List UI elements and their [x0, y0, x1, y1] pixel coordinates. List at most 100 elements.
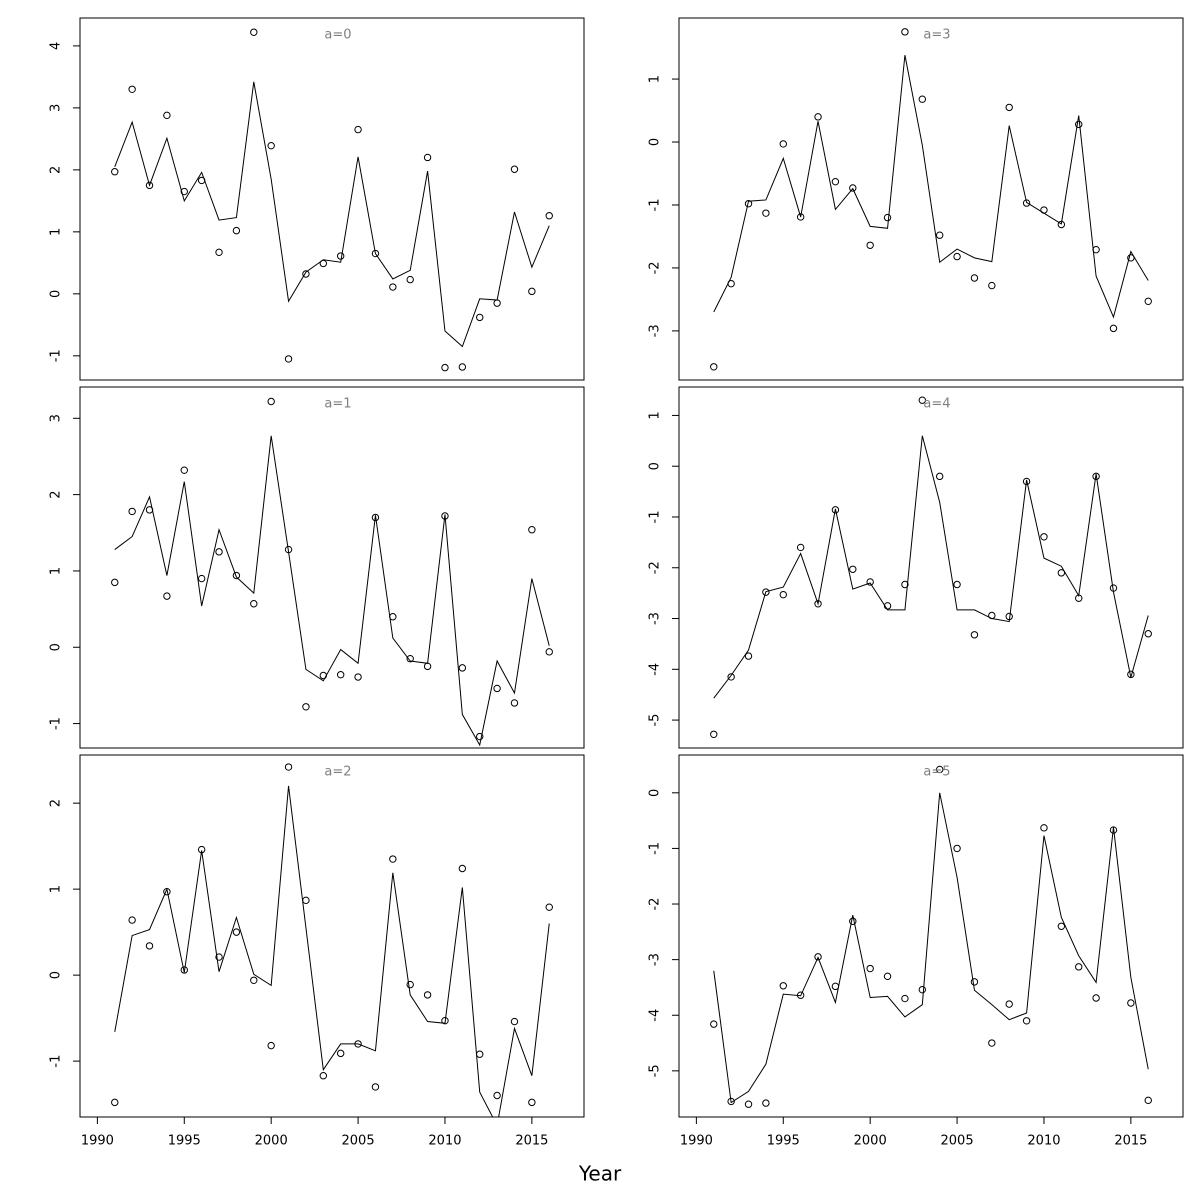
point — [1005, 103, 1013, 112]
point — [901, 994, 909, 1003]
point — [336, 252, 345, 260]
point — [493, 684, 501, 693]
point — [250, 600, 258, 608]
point — [545, 648, 553, 656]
point — [988, 611, 996, 620]
x-tick-label: 1995 — [767, 1134, 800, 1149]
point — [215, 248, 223, 257]
fit-line — [713, 435, 1149, 699]
point — [831, 982, 840, 991]
y-tick-label: -1 — [648, 198, 663, 211]
point — [918, 985, 927, 994]
y-tick-label: -5 — [648, 714, 663, 727]
plot-frame — [79, 386, 585, 749]
point — [128, 85, 136, 93]
point — [1040, 533, 1048, 541]
x-tick-label: 2000 — [854, 1134, 887, 1149]
point — [284, 763, 293, 771]
point — [389, 283, 397, 291]
point — [250, 976, 258, 984]
point — [423, 662, 432, 671]
point — [727, 279, 735, 288]
point — [232, 226, 241, 235]
x-axis-label: Year — [578, 1162, 622, 1186]
point — [354, 673, 362, 681]
point — [441, 1016, 449, 1025]
point — [1144, 630, 1152, 638]
point — [1127, 670, 1135, 679]
point — [1022, 477, 1031, 486]
x-tick-label: 2000 — [255, 1134, 288, 1149]
point — [953, 844, 961, 853]
point — [354, 125, 362, 134]
x-tick-label: 1995 — [168, 1134, 201, 1149]
y-tick-label: -2 — [648, 561, 663, 574]
point — [371, 513, 380, 522]
point — [163, 592, 171, 600]
x-tick-label: 2010 — [428, 1134, 461, 1149]
point — [988, 1039, 996, 1047]
point — [510, 699, 519, 707]
point — [371, 1083, 380, 1091]
plot-area — [111, 397, 553, 747]
point — [744, 1100, 753, 1108]
y-tick-label: -5 — [648, 1064, 663, 1077]
point — [302, 270, 310, 278]
panel-title: a=1 — [324, 397, 351, 412]
point — [1040, 206, 1048, 214]
point — [779, 590, 787, 599]
point — [232, 571, 241, 580]
point — [1144, 1096, 1152, 1105]
point — [970, 978, 979, 986]
point — [476, 1050, 484, 1058]
plot-area — [710, 765, 1152, 1108]
y-tick-label: 0 — [49, 643, 64, 651]
y-tick-label: -1 — [49, 349, 64, 362]
panel-title: a=0 — [324, 28, 351, 43]
fit-line — [713, 55, 1149, 319]
point — [406, 655, 414, 663]
point — [336, 1049, 345, 1058]
point — [215, 548, 223, 556]
point — [710, 1020, 718, 1028]
point — [762, 588, 770, 596]
y-tick-label: 1 — [648, 75, 663, 83]
point — [476, 313, 484, 322]
point — [389, 855, 397, 863]
point — [458, 363, 467, 371]
plot-area — [710, 28, 1152, 371]
point — [1057, 220, 1066, 229]
plot-area — [111, 763, 553, 1117]
panel-title: a=4 — [923, 397, 950, 412]
point — [180, 466, 188, 474]
point — [180, 187, 188, 196]
point — [528, 526, 536, 534]
point — [163, 111, 171, 120]
point — [1075, 594, 1083, 602]
point — [145, 506, 154, 514]
point — [441, 512, 449, 520]
y-tick-label: 2 — [49, 799, 64, 807]
y-tick-label: -1 — [49, 717, 64, 730]
fit-line — [114, 81, 550, 348]
y-tick-label: -1 — [648, 842, 663, 855]
point — [814, 113, 822, 121]
point — [883, 602, 892, 610]
point — [458, 664, 467, 672]
y-tick-label: -2 — [648, 898, 663, 911]
point — [866, 964, 874, 973]
point — [779, 140, 787, 148]
y-tick-label: -3 — [648, 324, 663, 337]
point — [284, 355, 293, 363]
point — [831, 177, 840, 186]
point — [1022, 199, 1031, 207]
y-tick-label: 1 — [648, 411, 663, 419]
point — [935, 472, 944, 481]
fit-line — [114, 435, 550, 747]
y-tick-label: 0 — [648, 789, 663, 797]
point — [935, 231, 944, 239]
point — [476, 732, 484, 741]
point — [1057, 922, 1066, 930]
